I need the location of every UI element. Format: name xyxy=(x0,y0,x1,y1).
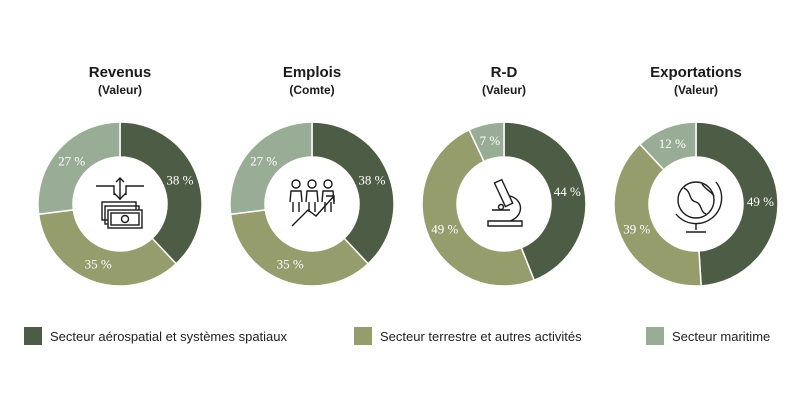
money-icon xyxy=(96,177,144,229)
legend-swatch xyxy=(24,327,42,345)
chart-r-d: R-D (Valeur) 44 % 49 % 7 % xyxy=(414,62,594,302)
chart-revenus: Revenus (Valeur) 38 % 35 % 27 % xyxy=(30,62,210,302)
data-label: 39 % xyxy=(623,222,650,237)
chart-subtitle: (Valeur) xyxy=(481,83,526,97)
data-label: 38 % xyxy=(358,172,385,187)
data-label: 7 % xyxy=(480,133,501,148)
chart-subtitle: (Comte) xyxy=(289,83,335,97)
chart-subtitle: (Valeur) xyxy=(673,83,718,97)
pie-slice xyxy=(38,209,178,286)
data-label: 49 % xyxy=(747,194,774,209)
legend-label: Secteur maritime xyxy=(672,328,771,344)
people-growth-icon xyxy=(289,179,335,227)
legend-item-terrestre: Secteur terrestre et autres activités xyxy=(354,326,582,346)
donut-hole xyxy=(650,158,742,250)
chart-exportations: Exportations (Valeur) 49 % 39 % 12 % xyxy=(606,62,786,302)
pie-slice xyxy=(638,122,697,171)
data-label: 27 % xyxy=(58,153,85,168)
chart-title: Revenus xyxy=(88,64,152,81)
donut-chart: 38 % 35 % 27 % xyxy=(38,122,202,286)
legend-item-aerospatial: Secteur aérospatial et systèmes spatiaux xyxy=(24,326,287,346)
data-label: 49 % xyxy=(431,222,458,237)
legend-label: Secteur terrestre et autres activités xyxy=(380,328,582,344)
pie-slice xyxy=(614,143,702,286)
legend-swatch xyxy=(354,327,372,345)
data-label: 35 % xyxy=(277,257,304,272)
donut-chart: 44 % 49 % 7 % xyxy=(422,122,586,286)
chart-emplois: Emplois (Comte) 38 % 35 % 27 % xyxy=(222,62,402,302)
data-label: 35 % xyxy=(85,257,112,272)
legend-swatch xyxy=(646,327,664,345)
pie-slice xyxy=(468,122,505,163)
chart-title: Emplois xyxy=(282,64,342,81)
donut-chart: 38 % 35 % 27 % xyxy=(230,122,394,286)
globe-icon xyxy=(675,181,723,233)
chart-title: R-D xyxy=(490,64,518,81)
legend: Secteur aérospatial et systèmes spatiaux… xyxy=(0,326,800,350)
pie-slice xyxy=(311,122,394,265)
data-label: 38 % xyxy=(166,172,193,187)
pie-slice xyxy=(119,122,202,265)
legend-item-maritime: Secteur maritime xyxy=(646,326,770,346)
data-label: 27 % xyxy=(250,153,277,168)
chart-subtitle: (Valeur) xyxy=(97,83,142,97)
pie-slice xyxy=(230,209,370,286)
pie-slice xyxy=(230,122,313,216)
donut-hole xyxy=(266,158,358,250)
legend-label: Secteur aérospatial et systèmes spatiaux xyxy=(50,328,288,344)
pie-slice xyxy=(422,128,536,286)
chart-title: Exportations xyxy=(650,64,742,81)
data-label: 12 % xyxy=(659,136,686,151)
donut-hole xyxy=(74,158,166,250)
pie-slice xyxy=(38,122,121,216)
data-label: 44 % xyxy=(554,184,581,199)
donut-chart: 49 % 39 % 12 % xyxy=(614,122,778,286)
microscope-icon xyxy=(487,178,523,227)
pie-slice xyxy=(503,122,586,282)
pie-slice xyxy=(695,122,778,286)
